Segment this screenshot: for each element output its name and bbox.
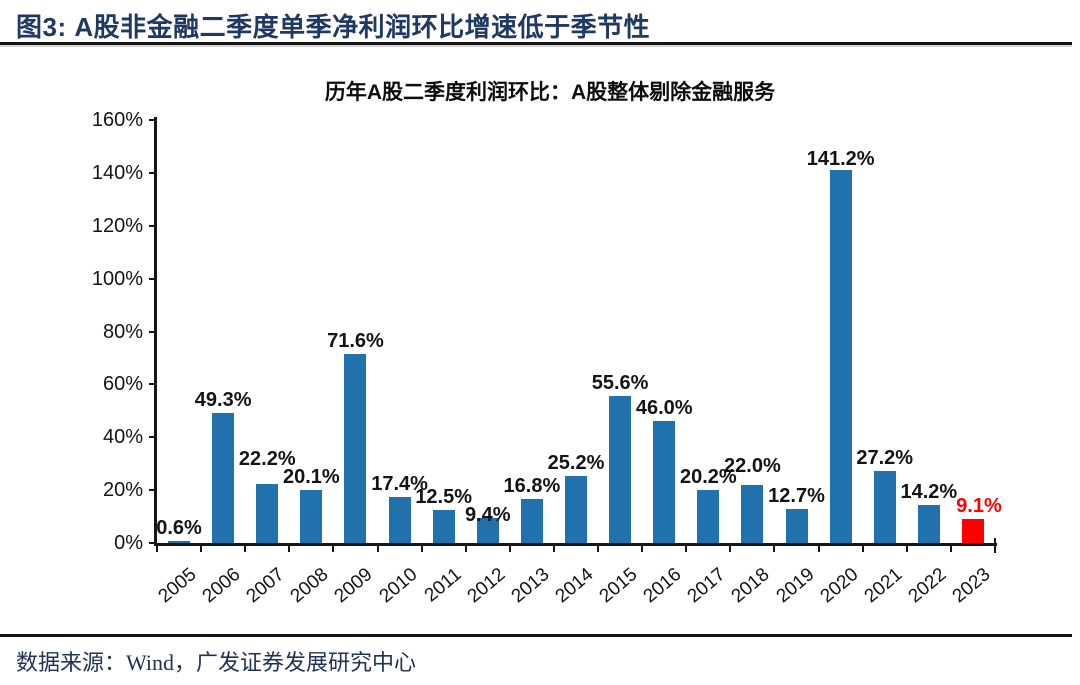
- bar-value-label-2011: 12.5%: [415, 485, 473, 508]
- x-tick: [552, 543, 555, 552]
- x-tick: [685, 543, 688, 552]
- bar-2005: [168, 541, 191, 543]
- bar-2006: [212, 412, 235, 543]
- data-source: 数据来源：Wind，广发证券发展研究中心: [16, 650, 416, 675]
- bar-2022: [917, 505, 940, 543]
- bar-2018: [741, 484, 764, 543]
- y-tick-label: 140%: [91, 161, 143, 184]
- bar-value-label-2008: 20.1%: [283, 465, 340, 488]
- y-tick-label: 160%: [91, 109, 143, 131]
- x-tick: [905, 543, 908, 552]
- bar-2012: [476, 518, 499, 543]
- x-tick: [949, 543, 952, 552]
- footer-divider: [0, 634, 1072, 637]
- bar-value-label-2019: 12.7%: [768, 485, 825, 508]
- bar-2009: [344, 353, 367, 543]
- bar-value-label-2021: 27.2%: [856, 447, 914, 470]
- bar-value-label-2015: 55.6%: [591, 372, 649, 394]
- x-tick: [729, 543, 732, 552]
- bar-2015: [609, 396, 632, 543]
- bar-value-label-2018: 22.0%: [724, 454, 781, 477]
- x-tick: [773, 543, 776, 552]
- x-tick: [817, 543, 820, 552]
- bar-2008: [300, 489, 323, 543]
- x-tick: [420, 543, 423, 552]
- bar-value-label-2020: 141.2%: [806, 147, 875, 170]
- bar-2017: [697, 489, 720, 543]
- chart-title: 历年A股二季度利润环比：A股整体剔除金融服务: [324, 81, 776, 104]
- bar-2023: [961, 518, 984, 543]
- bar-2010: [388, 496, 411, 543]
- x-tick: [156, 543, 158, 552]
- x-tick: [288, 543, 291, 552]
- y-tick: [149, 383, 157, 386]
- x-tick: [508, 543, 511, 552]
- y-tick-label: 80%: [102, 320, 143, 343]
- bar-value-label-2006: 49.3%: [194, 388, 252, 411]
- x-tick: [641, 543, 644, 552]
- bar-2013: [520, 498, 543, 543]
- bar-2020: [829, 169, 852, 543]
- y-tick-label: 60%: [102, 373, 143, 396]
- x-tick: [376, 543, 379, 552]
- y-tick-label: 100%: [91, 267, 143, 290]
- bar-value-label-2005: 0.6%: [156, 517, 202, 540]
- x-tick: [994, 538, 996, 553]
- y-tick: [149, 277, 157, 280]
- y-tick-label: 40%: [102, 426, 143, 449]
- x-tick: [332, 543, 335, 552]
- bar-2014: [565, 476, 587, 543]
- y-tick: [149, 330, 157, 333]
- header-divider: [0, 42, 1072, 45]
- bar-value-label-2007: 22.2%: [238, 448, 296, 471]
- bar-2019: [785, 509, 808, 543]
- bar-value-label-2009: 71.6%: [327, 329, 384, 352]
- y-tick: [149, 224, 157, 227]
- y-tick: [149, 489, 157, 492]
- y-tick: [149, 171, 157, 174]
- x-tick: [861, 543, 864, 552]
- bar-value-label-2014: 25.2%: [547, 452, 605, 475]
- y-tick: [149, 436, 157, 439]
- bar-value-label-2016: 46.0%: [635, 397, 693, 420]
- y-tick-label: 120%: [91, 214, 143, 237]
- y-tick: [149, 542, 157, 544]
- x-tick: [597, 543, 600, 552]
- bar-value-label-2013: 16.8%: [503, 474, 561, 497]
- figure-title: 图3: A股非金融二季度单季净利润环比增速低于季节性: [16, 12, 651, 42]
- bar-value-label-2017: 20.2%: [679, 465, 737, 488]
- bar-2021: [873, 471, 896, 543]
- bar-value-label-2010: 17.4%: [371, 472, 428, 495]
- bar-value-label-2023: 9.1%: [956, 494, 1002, 517]
- y-tick-label: 0%: [114, 532, 143, 554]
- bar-value-label-2022: 14.2%: [900, 481, 958, 504]
- y-tick-label: 20%: [102, 479, 143, 502]
- y-tick: [149, 119, 157, 121]
- x-tick: [244, 543, 247, 552]
- bar-value-label-2012: 9.4%: [464, 504, 511, 527]
- bar-2007: [256, 484, 279, 543]
- bar-2016: [653, 421, 676, 543]
- x-axis-line: [154, 543, 997, 546]
- x-tick: [464, 543, 467, 552]
- bar-2011: [432, 509, 455, 543]
- x-tick: [200, 543, 203, 552]
